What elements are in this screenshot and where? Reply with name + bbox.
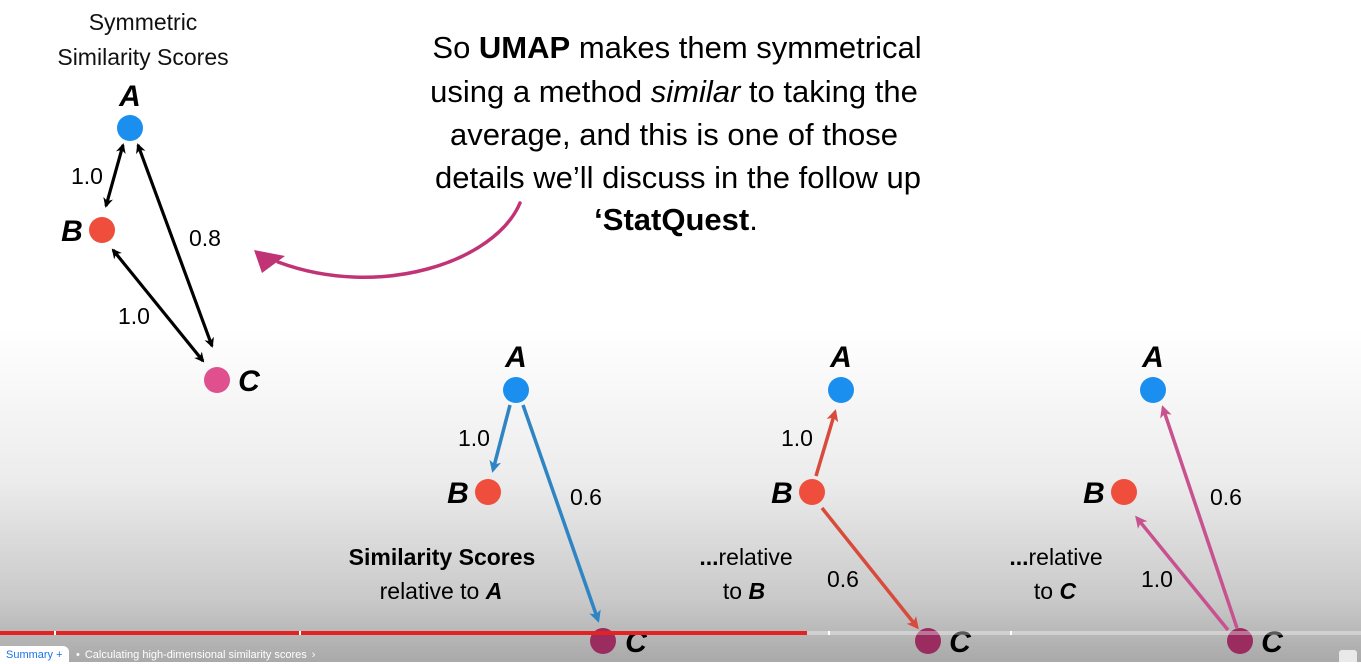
edge-b-to-a: [814, 409, 839, 477]
callout-text: So UMAP makes them symmetrical using a m…: [430, 30, 921, 237]
caption-relative-c: ...relative: [1009, 544, 1102, 570]
node-c-symmetric: [204, 367, 230, 393]
edge-c-to-b: [1135, 515, 1230, 632]
label-b-graph-a: B: [447, 477, 469, 510]
label-c-symmetric: C: [238, 365, 261, 398]
edge-c-to-a: [1160, 405, 1239, 629]
label-a-graph-c: A: [1141, 341, 1164, 374]
graph-relative-to-b: A B C 1.0 0.6 ...relative to B: [699, 341, 972, 659]
graph-relative-to-c: A B C 1.0 0.6 ...relative to C: [1009, 341, 1284, 659]
weight-cb-graph-c: 1.0: [1141, 566, 1173, 592]
summary-button[interactable]: Summary +: [0, 646, 69, 664]
chapter-marker: [299, 631, 301, 635]
symmetric-graph: Symmetric Similarity Scores A B C 1.0 0.…: [57, 9, 261, 398]
progress-bar-played[interactable]: [0, 631, 807, 635]
weight-ac-graph-a: 0.6: [570, 484, 602, 510]
edge-a-to-b: [489, 404, 512, 473]
label-b-graph-b: B: [771, 477, 793, 510]
chapter-title: Calculating high-dimensional similarity …: [84, 649, 307, 661]
weight-ac-symmetric: 0.8: [189, 225, 221, 251]
callout-line-2: using a method similar to taking the: [430, 74, 918, 109]
chapter-marker: [54, 631, 56, 635]
node-c-graph-b: [915, 628, 941, 654]
callout-line-1: So UMAP makes them symmetrical: [432, 30, 921, 65]
edge-a-to-c: [521, 404, 601, 623]
node-a-graph-c: [1140, 377, 1166, 403]
caption-relative-b: ...relative: [699, 544, 792, 570]
weight-ca-graph-c: 0.6: [1210, 484, 1242, 510]
label-b-symmetric: B: [61, 215, 83, 248]
edge-bc-symmetric: [111, 248, 205, 363]
edge-ab-symmetric: [103, 143, 126, 208]
caption-similarity-scores: Similarity Scores: [349, 544, 536, 570]
caption-relative-to-a: relative to A: [380, 578, 503, 604]
label-a-graph-a: A: [504, 341, 527, 374]
chapter-marker: [1010, 631, 1012, 635]
graph-relative-to-a: A B C 1.0 0.6 Similarity Scores relative…: [349, 341, 648, 659]
weight-bc-graph-b: 0.6: [827, 566, 859, 592]
node-b-symmetric: [89, 217, 115, 243]
chapter-separator: •: [76, 649, 80, 661]
node-a-graph-b: [828, 377, 854, 403]
label-b-graph-c: B: [1083, 477, 1105, 510]
callout-line-3: average, and this is one of those: [450, 117, 898, 152]
label-c-graph-b: C: [949, 626, 972, 659]
weight-ab-graph-a: 1.0: [458, 425, 490, 451]
node-a-graph-a: [503, 377, 529, 403]
weight-ba-graph-b: 1.0: [781, 425, 813, 451]
chevron-right-icon: ›: [311, 649, 316, 661]
caption-to-b: to B: [723, 578, 765, 604]
node-b-graph-b: [799, 479, 825, 505]
caption-to-c: to C: [1034, 578, 1077, 604]
settings-icon[interactable]: [1339, 650, 1357, 662]
chapter-title-button[interactable]: • Calculating high-dimensional similarity…: [76, 648, 315, 662]
node-b-graph-c: [1111, 479, 1137, 505]
label-a-symmetric: A: [118, 80, 141, 113]
label-c-graph-c: C: [1261, 626, 1284, 659]
weight-bc-symmetric: 1.0: [118, 303, 150, 329]
callout-arrow: [254, 201, 522, 280]
edge-b-to-c: [820, 506, 919, 630]
callout-line-4: details we’ll discuss in the follow up: [435, 160, 921, 195]
node-b-graph-a: [475, 479, 501, 505]
node-c-graph-c: [1227, 628, 1253, 654]
symmetric-title-line1: Symmetric: [89, 9, 198, 35]
label-a-graph-b: A: [829, 341, 852, 374]
weight-ab-symmetric: 1.0: [71, 163, 103, 189]
symmetric-title-line2: Similarity Scores: [57, 44, 228, 70]
node-a-symmetric: [117, 115, 143, 141]
callout-line-5: ‘StatQuest.: [594, 202, 758, 237]
chapter-marker: [828, 631, 830, 635]
